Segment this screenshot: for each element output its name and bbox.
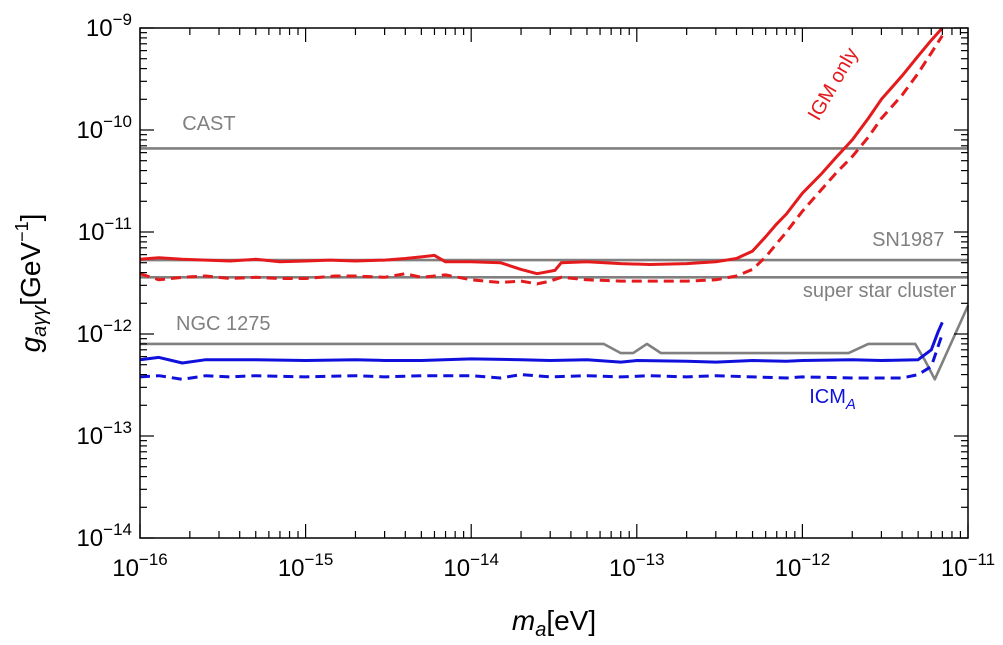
x-tick-label: 10−12 — [775, 550, 831, 582]
x-tick-label-exp: −15 — [305, 550, 334, 569]
x-tick-label: 10−15 — [278, 550, 334, 582]
x-tick-label-base: 10 — [112, 555, 139, 582]
y-axis-title-unit-sup: −1 — [12, 221, 32, 242]
x-tick-label-base: 10 — [609, 555, 636, 582]
y-tick-label-base: 10 — [76, 117, 103, 144]
x-tick-label-base: 10 — [775, 555, 802, 582]
y-tick-label: 10−14 — [76, 520, 132, 552]
series-line-icm_solid — [139, 321, 944, 365]
x-tick-label: 10−16 — [112, 550, 168, 582]
curve-label-ngc1275-text: NGC 1275 — [176, 313, 270, 335]
curve-label-cast: CAST — [182, 113, 235, 135]
y-tick-label-exp: −14 — [103, 520, 132, 539]
y-tick-label-base: 10 — [76, 423, 103, 450]
x-tick-label-base: 10 — [278, 555, 305, 582]
series-layer — [139, 26, 970, 381]
y-tick-label-exp: −13 — [103, 418, 132, 437]
y-axis-title-base: g — [15, 336, 46, 352]
y-tick-label-base: 10 — [76, 525, 103, 552]
x-tick-label-exp: −16 — [139, 550, 168, 569]
x-tick-label: 10−11 — [941, 550, 995, 582]
series-line-ngc1275 — [140, 305, 970, 381]
y-tick-label: 10−12 — [76, 316, 132, 348]
curve-label-sn1987-text: SN1987 — [872, 229, 944, 251]
y-axis-title-unit-pre: [GeV — [15, 242, 46, 306]
y-axis-title-unit-post: ] — [15, 214, 46, 222]
y-axis-title-sub: aγγ — [29, 305, 51, 337]
x-tick-label-exp: −13 — [636, 550, 665, 569]
y-tick-label-exp: −10 — [103, 112, 132, 131]
y-tick-label-exp: −12 — [103, 316, 132, 335]
plot-frame — [139, 27, 969, 539]
tick-layer — [139, 27, 969, 539]
x-tick-label: 10−14 — [443, 550, 499, 582]
y-tick-label: 10−10 — [76, 112, 132, 144]
x-tick-label-base: 10 — [941, 555, 968, 582]
x-tick-label-exp: −14 — [470, 550, 499, 569]
curve-label-ssc-text: super star cluster — [803, 280, 957, 302]
y-tick-label: 10−9 — [86, 10, 132, 42]
series-line-igm_dashed — [139, 34, 944, 286]
curve-label-icm-text: ICM — [809, 386, 846, 408]
curve-label-icm-sub: A — [845, 396, 856, 413]
x-axis-title-unit: [eV] — [546, 605, 596, 636]
y-axis-title: gaγγ[GeV−1] — [12, 214, 51, 353]
y-tick-label-exp: −11 — [104, 214, 132, 233]
series-line-icm_dashed — [139, 333, 944, 381]
curve-label-icm: ICMA — [809, 386, 856, 413]
y-tick-label: 10−13 — [76, 418, 132, 450]
x-tick-label-base: 10 — [443, 555, 470, 582]
label-layer: 10−16 10−15 10−14 10−13 10−12 10−1110−1410−13… — [76, 10, 995, 582]
curve-label-igm-text: IGM only — [804, 44, 863, 124]
x-tick-label-exp: −11 — [968, 550, 996, 569]
y-tick-label-base: 10 — [86, 15, 113, 42]
curve-label-ssc: super star cluster — [803, 280, 957, 302]
curve-label-sn1987: SN1987 — [872, 229, 944, 251]
x-tick-label-exp: −12 — [801, 550, 830, 569]
curve-label-cast-text: CAST — [182, 113, 235, 135]
x-axis-title: ma[eV] — [512, 605, 596, 641]
y-tick-label-base: 10 — [78, 219, 105, 246]
x-axis-title-sub: a — [535, 619, 546, 641]
x-tick-label: 10−13 — [609, 550, 665, 582]
curve-label-ngc1275: NGC 1275 — [176, 313, 270, 335]
curve-label-igm: IGM only — [804, 44, 863, 124]
y-tick-label-base: 10 — [76, 321, 103, 348]
x-axis-title-base: m — [512, 605, 535, 636]
series-line-igm_solid — [139, 26, 944, 276]
y-tick-label: 10−11 — [78, 214, 132, 246]
y-tick-label-exp: −9 — [113, 10, 132, 29]
